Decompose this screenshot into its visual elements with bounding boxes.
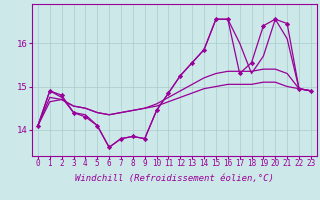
X-axis label: Windchill (Refroidissement éolien,°C): Windchill (Refroidissement éolien,°C) <box>75 174 274 183</box>
